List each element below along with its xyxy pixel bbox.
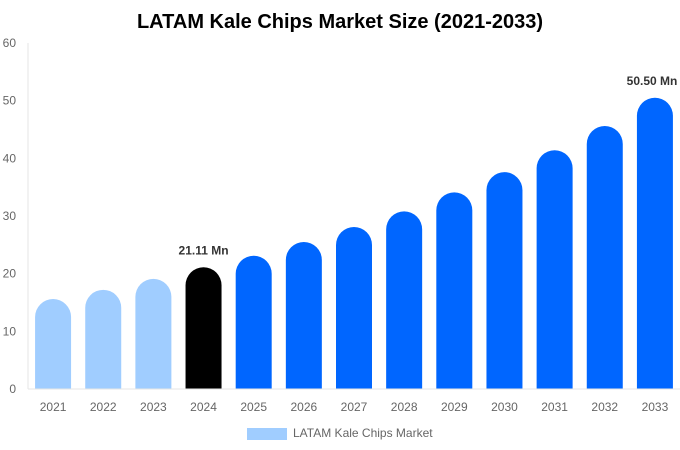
- x-tick-label: 2021: [40, 400, 67, 414]
- bar-2033: [636, 97, 673, 390]
- legend-swatch: [247, 428, 287, 440]
- data-label: 50.50 Mn: [627, 74, 678, 88]
- bar-2022: [85, 289, 122, 389]
- bar-2027: [336, 226, 372, 389]
- y-tick-label: 40: [3, 151, 17, 165]
- y-tick-label: 60: [3, 36, 17, 50]
- x-tick-label: 2022: [90, 400, 117, 414]
- x-tick-label: 2028: [391, 400, 418, 414]
- bar-2029: [436, 192, 473, 389]
- bar-2028: [386, 211, 423, 389]
- x-tick-label: 2027: [341, 400, 368, 414]
- bar-2032: [586, 126, 623, 390]
- legend[interactable]: LATAM Kale Chips Market: [247, 426, 433, 440]
- y-tick-label: 50: [3, 94, 17, 108]
- y-tick-label: 20: [3, 267, 17, 281]
- x-tick-label: 2033: [642, 400, 669, 414]
- bar-2024: [185, 267, 222, 389]
- x-tick-label: 2026: [290, 400, 317, 414]
- bar-2026: [285, 241, 322, 389]
- x-tick-label: 2030: [491, 400, 518, 414]
- x-tick-label: 2032: [591, 400, 618, 414]
- bar-2025: [235, 255, 272, 389]
- bar-2021: [35, 299, 72, 389]
- x-tick-label: 2024: [190, 400, 217, 414]
- y-tick-label: 0: [9, 382, 16, 396]
- chart-title: LATAM Kale Chips Market Size (2021-2033): [137, 11, 543, 33]
- x-tick-label: 2023: [140, 400, 167, 414]
- x-tick-label: 2025: [240, 400, 267, 414]
- y-tick-label: 10: [3, 324, 17, 338]
- bars: 21.11 Mn 50.50 Mn: [35, 74, 678, 390]
- x-axis: 2021 2022 2023 2024 2025 2026 2027 2028 2029 2030…: [28, 388, 680, 414]
- data-label: 21.11 Mn: [179, 243, 229, 257]
- x-tick-label: 2031: [541, 400, 568, 414]
- bar-2030: [486, 172, 523, 389]
- legend-label: LATAM Kale Chips Market: [293, 426, 433, 440]
- bar-2031: [536, 150, 573, 389]
- y-tick-label: 30: [3, 209, 17, 223]
- x-tick-label: 2029: [441, 400, 468, 414]
- bar-2023: [135, 278, 172, 389]
- y-axis: 0 10 20 30 40 50 60: [3, 36, 29, 396]
